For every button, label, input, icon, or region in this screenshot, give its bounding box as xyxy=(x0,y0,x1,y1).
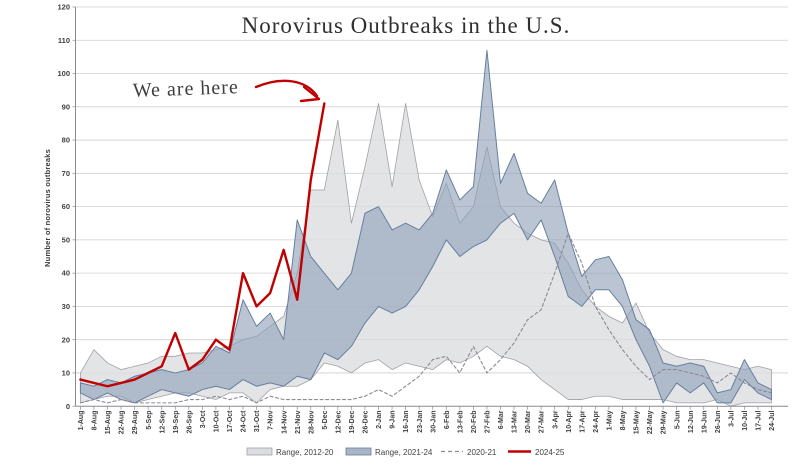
x-tick-label: 19-Jun xyxy=(701,411,708,434)
x-tick-label: 31-Oct xyxy=(254,410,261,432)
x-tick-label: 2-Jan xyxy=(376,411,383,429)
legend-label-range-2021-24: Range, 2021-24 xyxy=(375,448,433,457)
x-tick-label: 14-Nov xyxy=(281,410,288,433)
x-tick-label: 29-Aug xyxy=(132,411,139,435)
x-tick-label: 3-Oct xyxy=(200,410,207,429)
y-tick-label: 40 xyxy=(62,269,70,278)
annotation-arrowhead xyxy=(299,85,321,103)
x-tick-label: 24-Oct xyxy=(241,410,248,432)
x-tick-label: 16-Jan xyxy=(403,411,410,433)
x-tick-label: 19-Dec xyxy=(349,410,356,433)
legend-swatch-range-2021-24 xyxy=(345,447,372,456)
axes: 0 10 20 30 40 50 60 70 80 90 100 110 120 1-Aug 8-Aug 15… xyxy=(57,3,788,435)
chart-title: Norovirus Outbreaks in the U.S. xyxy=(242,13,571,38)
x-tick-label: 24-Jul xyxy=(769,410,776,430)
x-tick-label: 21-Nov xyxy=(295,410,302,433)
x-tick-label: 1-Aug xyxy=(78,411,85,431)
x-tick-label: 20-Feb xyxy=(471,411,478,434)
x-tick-label: 1-May xyxy=(606,410,613,430)
x-tick-label: 6-Feb xyxy=(444,411,451,430)
range-bands xyxy=(79,49,772,407)
line-2020-21 xyxy=(79,232,773,404)
x-tick-label: 6-Mar xyxy=(498,410,505,429)
x-tick-label: 12-Jun xyxy=(688,411,695,434)
x-tick-label: 24-Apr xyxy=(593,410,600,432)
x-tick-label: 30-Jan xyxy=(430,411,437,433)
legend: Range, 2012-20 Range, 2021-24 2020-21 20… xyxy=(246,447,565,457)
x-tick-label: 22-May xyxy=(647,410,654,434)
y-tick-label: 90 xyxy=(62,102,70,111)
x-tick-label: 10-Apr xyxy=(566,410,573,432)
x-tick-label: 3-Apr xyxy=(552,410,559,429)
series-lines xyxy=(79,102,773,404)
y-axis-title: Number of norovirus outbreaks xyxy=(43,149,52,267)
x-tick-label: 15-Aug xyxy=(105,411,112,435)
x-tick-label: 26-Jun xyxy=(715,411,722,434)
x-tick-label: 10-Jul xyxy=(742,410,749,430)
x-tick-label: 5-Sep xyxy=(146,411,153,430)
x-tick-label: 9-Jan xyxy=(390,411,397,429)
x-tick-label: 17-Oct xyxy=(227,410,234,432)
y-tick-label: 100 xyxy=(57,69,70,78)
y-tick-label: 110 xyxy=(58,36,70,45)
y-tick-label: 80 xyxy=(62,136,70,145)
legend-label-range-2012-20: Range, 2012-20 xyxy=(276,448,334,457)
x-tick-label: 12-Sep xyxy=(159,411,166,434)
x-tick-label: 10-Oct xyxy=(214,410,221,432)
line-2024-25 xyxy=(79,102,326,388)
x-tick-label: 17-Jul xyxy=(756,410,763,430)
x-tick-label: 13-Mar xyxy=(512,410,519,433)
x-tick-label: 5-Dec xyxy=(322,410,329,429)
x-tick-label: 22-Aug xyxy=(119,411,126,435)
annotation-text: We are here xyxy=(132,76,239,102)
x-tick-label: 26-Sep xyxy=(186,411,193,434)
x-tick-label: 8-Aug xyxy=(92,411,99,431)
band-2021-24 xyxy=(79,49,772,404)
y-tick-label: 30 xyxy=(62,302,70,311)
y-tick-label: 10 xyxy=(62,369,70,378)
legend-label-2020-21: 2020-21 xyxy=(467,448,497,457)
x-tick-label: 27-Feb xyxy=(485,411,492,434)
x-tick-label: 23-Jan xyxy=(417,411,424,433)
x-tick-label: 29-May xyxy=(661,410,668,434)
y-tick-label: 0 xyxy=(66,402,70,411)
x-tick-label: 20-Mar xyxy=(525,410,532,433)
x-tick-label: 3-Jul xyxy=(728,410,735,426)
x-tick-label: 19-Sep xyxy=(173,411,180,434)
x-tick-label: 26-Dec xyxy=(363,410,370,433)
y-tick-label: 50 xyxy=(62,235,70,244)
x-tick-label: 7-Nov xyxy=(268,410,275,430)
y-tick-label: 120 xyxy=(57,3,70,12)
x-tick-label: 13-Feb xyxy=(457,411,464,434)
x-tick-label: 28-Nov xyxy=(308,410,315,433)
x-tick-label: 12-Dec xyxy=(335,410,342,433)
we-are-here-annotation: We are here xyxy=(132,76,321,103)
legend-swatch-range-2012-20 xyxy=(246,447,273,456)
y-tick-label: 70 xyxy=(62,169,70,178)
x-tick-label: 17-Apr xyxy=(579,410,586,432)
x-tick-label: 27-Mar xyxy=(539,410,546,433)
y-tick-label: 60 xyxy=(62,202,70,211)
x-tick-label: 5-Jun xyxy=(674,411,681,430)
legend-label-2024-25: 2024-25 xyxy=(535,448,565,457)
x-tick-label: 15-May xyxy=(634,410,641,434)
annotation-arrow xyxy=(254,79,319,98)
y-tick-label: 20 xyxy=(62,335,70,344)
x-tick-label: 8-May xyxy=(620,410,627,430)
